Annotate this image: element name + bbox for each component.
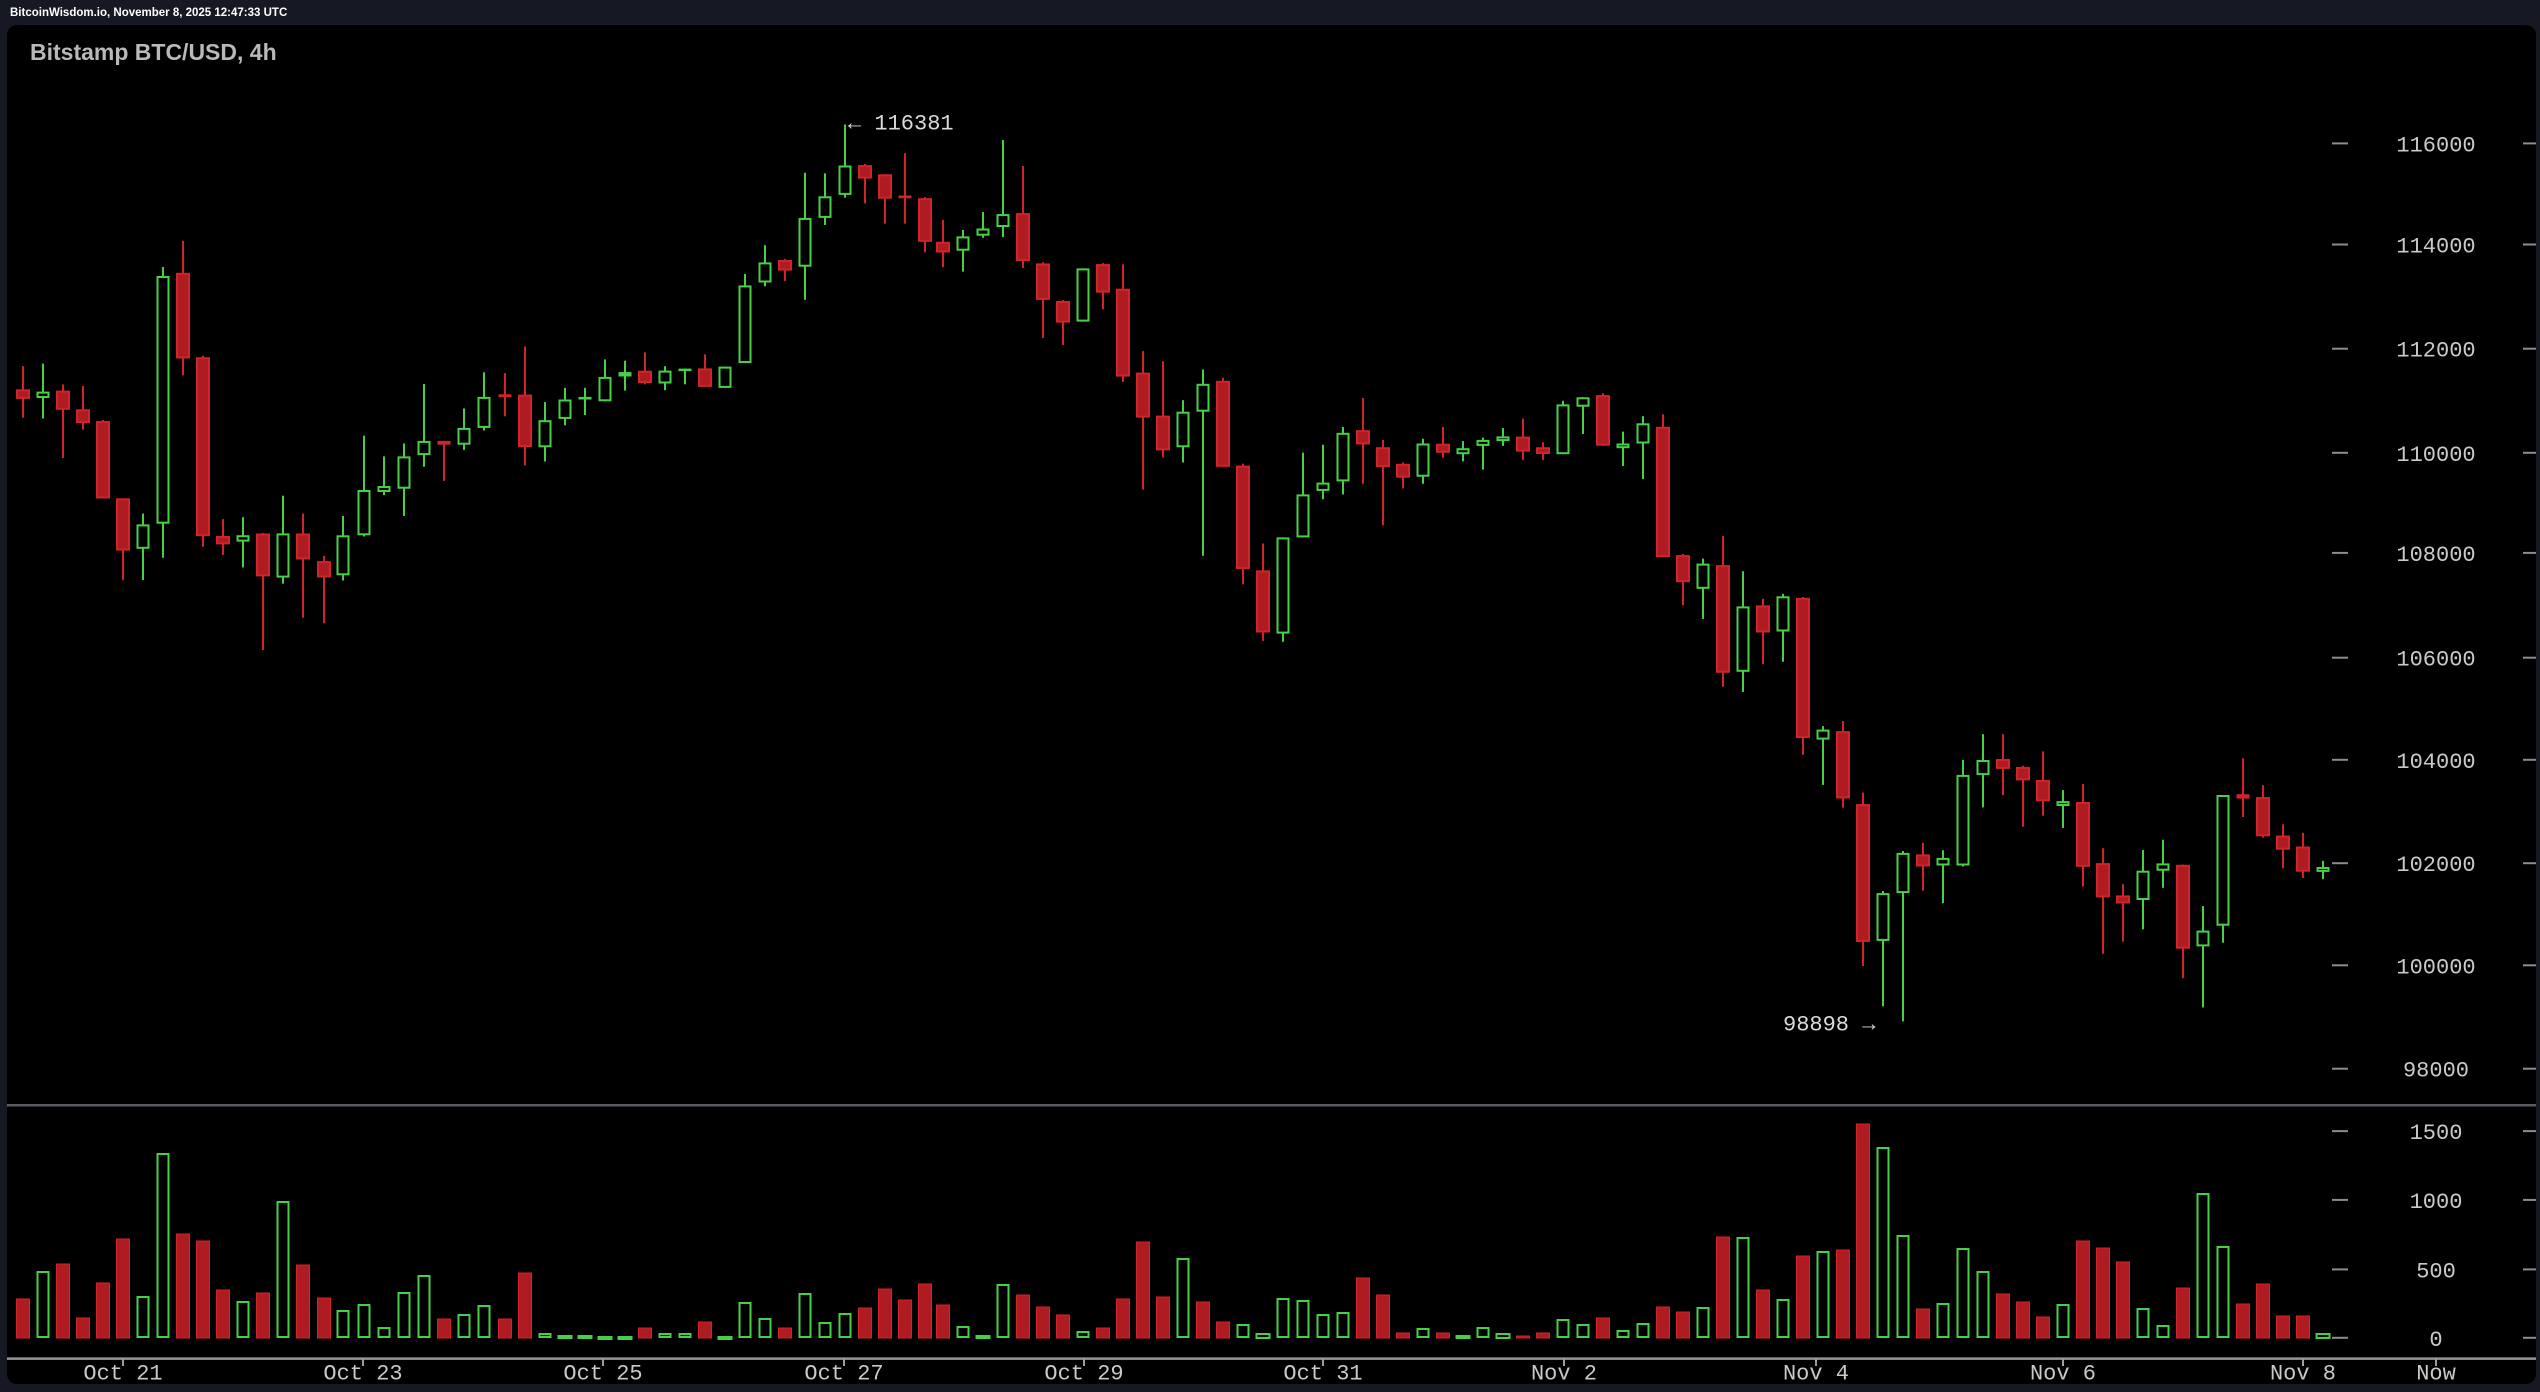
svg-text:Oct 23: Oct 23 xyxy=(323,1362,402,1387)
svg-text:104000: 104000 xyxy=(2396,750,2475,775)
svg-text:98000: 98000 xyxy=(2403,1059,2469,1084)
svg-text:Oct 21: Oct 21 xyxy=(83,1362,162,1387)
svg-text:108000: 108000 xyxy=(2396,543,2475,568)
svg-text:Oct 27: Oct 27 xyxy=(804,1362,883,1387)
svg-text:106000: 106000 xyxy=(2396,648,2475,673)
svg-text:Nov 8: Nov 8 xyxy=(2270,1362,2336,1387)
svg-text:102000: 102000 xyxy=(2396,853,2475,878)
svg-text:1500: 1500 xyxy=(2410,1121,2463,1146)
svg-text:500: 500 xyxy=(2416,1259,2456,1284)
svg-text:110000: 110000 xyxy=(2396,443,2475,468)
svg-text:98898 →: 98898 → xyxy=(1783,1012,1876,1037)
svg-text:Oct 25: Oct 25 xyxy=(563,1362,642,1387)
svg-text:Nov 2: Nov 2 xyxy=(1531,1362,1597,1387)
svg-text:Nov 6: Nov 6 xyxy=(2030,1362,2096,1387)
svg-text:Now: Now xyxy=(2416,1362,2456,1387)
svg-text:Oct 31: Oct 31 xyxy=(1283,1362,1362,1387)
svg-text:← 116381: ← 116381 xyxy=(848,112,954,137)
svg-text:100000: 100000 xyxy=(2396,955,2475,980)
svg-text:0: 0 xyxy=(2429,1328,2442,1353)
svg-text:114000: 114000 xyxy=(2396,235,2475,260)
svg-text:116000: 116000 xyxy=(2396,133,2475,158)
svg-text:112000: 112000 xyxy=(2396,339,2475,364)
svg-text:1000: 1000 xyxy=(2410,1190,2463,1215)
svg-text:Oct 29: Oct 29 xyxy=(1044,1362,1123,1387)
svg-text:Nov 4: Nov 4 xyxy=(1783,1362,1849,1387)
